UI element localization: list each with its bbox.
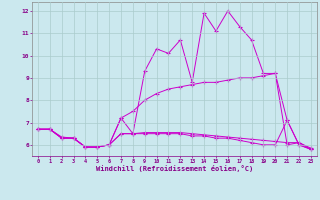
X-axis label: Windchill (Refroidissement éolien,°C): Windchill (Refroidissement éolien,°C) — [96, 165, 253, 172]
